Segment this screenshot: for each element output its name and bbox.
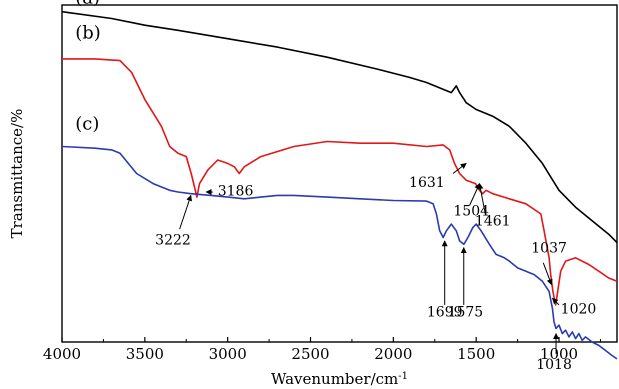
x-axis-label-superscript: -1 xyxy=(398,371,408,382)
x-tick-label: 3000 xyxy=(209,345,247,363)
annotation-arrow-1020 xyxy=(551,297,560,306)
x-tick-label: 1000 xyxy=(540,345,578,363)
annotation-label-1018: 1018 xyxy=(536,357,572,373)
x-tick-label: 2500 xyxy=(291,345,329,363)
annotation-label-3186: 3186 xyxy=(218,183,254,199)
panel-label-a: (a) xyxy=(75,0,100,8)
annotation-arrow-3222 xyxy=(179,194,193,230)
y-axis-label: Transmittance/% xyxy=(8,109,26,239)
x-tick-label: 2000 xyxy=(374,345,412,363)
x-tick-label: 1500 xyxy=(457,345,495,363)
series-line-c xyxy=(61,145,618,360)
series-line-a xyxy=(61,10,618,244)
annotation-label-1461: 1461 xyxy=(475,214,511,230)
annotation-label-3222: 3222 xyxy=(155,232,191,248)
annotation-label-1020: 1020 xyxy=(561,301,597,317)
annotation-arrow-1631 xyxy=(452,162,467,174)
axes-frame xyxy=(61,4,618,343)
annotation-arrow-1037 xyxy=(542,262,553,286)
x-axis-label-text: Wavenumber/cm xyxy=(271,370,398,388)
panel-labels: (a) (b) (c) xyxy=(75,0,101,135)
series-lines xyxy=(61,10,618,360)
annotation-label-1575: 1575 xyxy=(448,305,484,321)
x-axis-ticks: 4000 3500 3000 2500 2000 1500 1000 xyxy=(43,337,601,363)
x-tick-label: 3500 xyxy=(126,345,164,363)
panel-label-b: (b) xyxy=(75,23,101,44)
panel-label-c: (c) xyxy=(75,114,99,135)
x-tick-label: 4000 xyxy=(43,345,81,363)
annotation-label-1699: 1699 xyxy=(427,305,463,321)
series-line-b xyxy=(62,58,618,306)
plot-frame xyxy=(61,4,618,343)
annotation-label-1631: 1631 xyxy=(409,175,445,191)
annotation-arrow-1461 xyxy=(477,183,486,215)
annotation-label-1037: 1037 xyxy=(531,241,567,257)
annotation-arrow-1504 xyxy=(469,183,480,206)
annotation-label-1504: 1504 xyxy=(453,204,489,220)
x-axis-label: Wavenumber/cm-1 xyxy=(271,370,408,388)
